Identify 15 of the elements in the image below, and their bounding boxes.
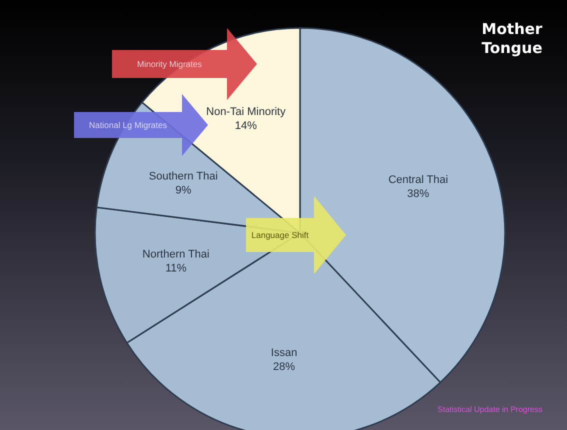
text: Statistical Update in Progress bbox=[438, 405, 542, 414]
chart-title: Mother Tongue bbox=[482, 20, 543, 57]
arrow-icon: Minority Migrates bbox=[112, 28, 257, 100]
data-label: 38% bbox=[407, 188, 430, 200]
data-label: 11% bbox=[165, 262, 187, 275]
data-label: 14% bbox=[234, 120, 258, 132]
slice-label: Issan bbox=[270, 347, 298, 360]
slice-label: Northern Thai bbox=[142, 248, 210, 261]
slice-label: Central Thai bbox=[388, 174, 448, 186]
data-label: 9% bbox=[175, 184, 192, 197]
slice-label: Southern Thai bbox=[148, 170, 218, 183]
arrow-icon: Language Shift bbox=[246, 196, 346, 274]
slice-label: Non-Tai Minority bbox=[206, 106, 286, 118]
data-label: 28% bbox=[273, 361, 296, 374]
arrow-icon: National Lg Migrates bbox=[74, 94, 208, 156]
